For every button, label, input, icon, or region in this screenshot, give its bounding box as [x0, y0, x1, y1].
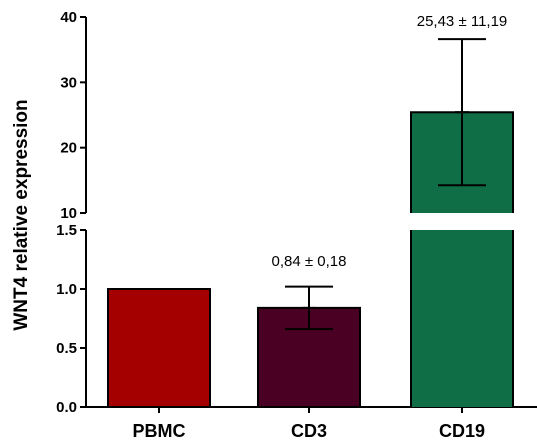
y-tick-label: 0.0: [56, 399, 77, 416]
y-tick-label: 1.0: [56, 281, 77, 298]
x-tick-label: CD19: [439, 421, 485, 441]
y-tick-label: 40: [60, 9, 77, 26]
y-tick-label: 10: [60, 205, 77, 222]
y-tick-label: 20: [60, 140, 77, 157]
bar-cd19-lower: [411, 230, 513, 407]
x-tick-label: CD3: [291, 421, 327, 441]
y-tick-label: 0.5: [56, 340, 77, 357]
bar-pbmc: [107, 288, 211, 408]
y-tick-label: 30: [60, 74, 77, 91]
y-tick-label: 1.5: [56, 222, 77, 239]
x-tick-label: PBMC: [133, 421, 186, 441]
annotation-cd19: 25,43 ± 11,19: [417, 13, 508, 30]
annotation-cd3: 0,84 ± 0,18: [272, 253, 347, 270]
y-axis-label: WNT4 relative expression: [11, 99, 32, 330]
